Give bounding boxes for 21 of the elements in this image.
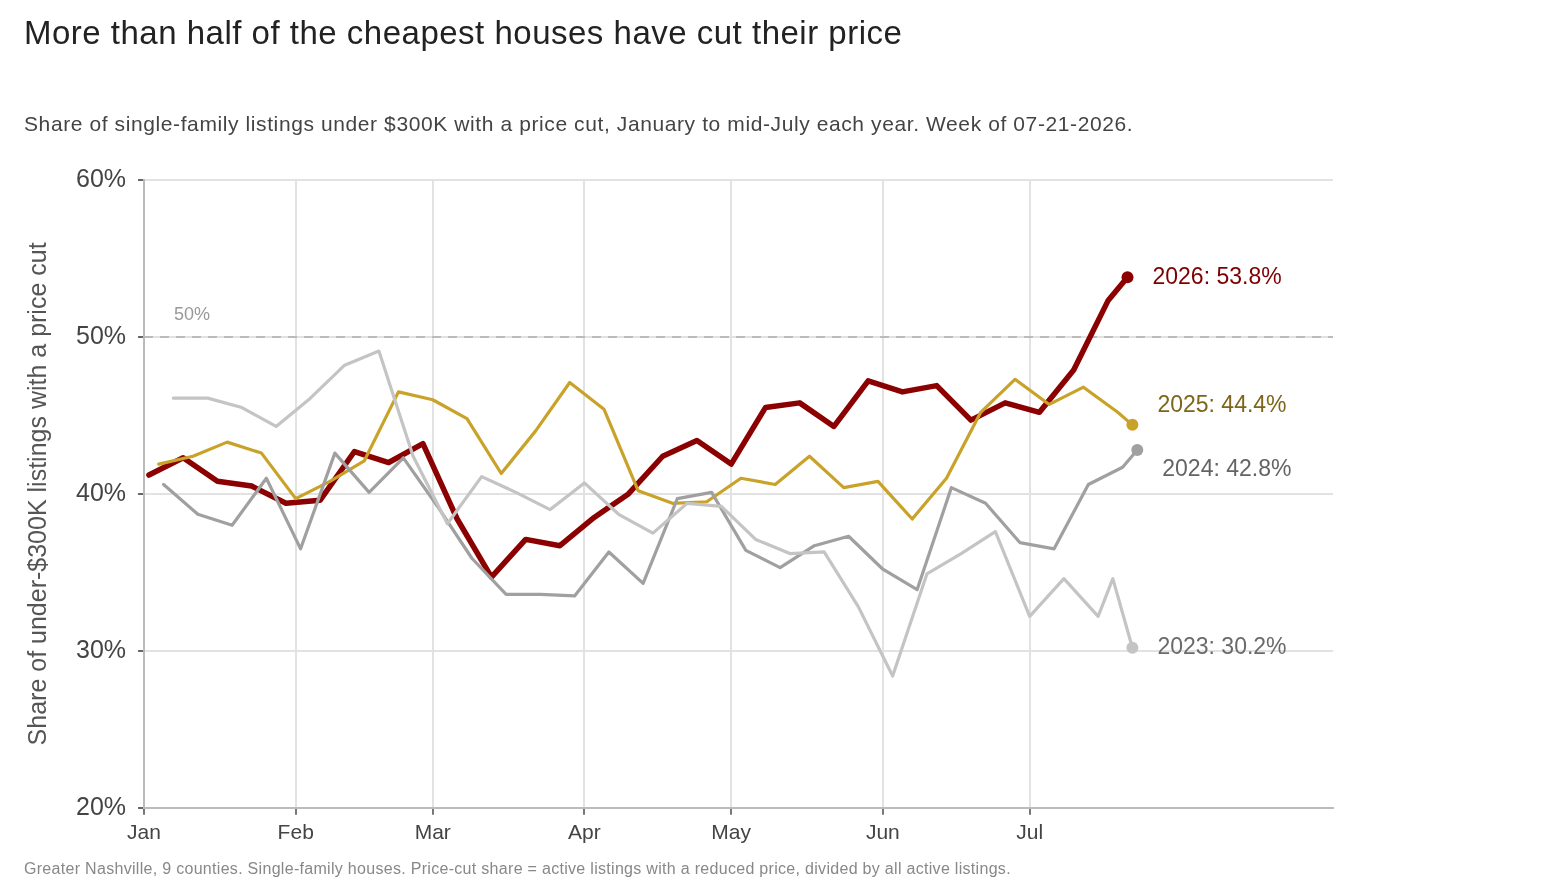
y-tick-label: 50% <box>75 320 127 349</box>
data-label: 2025: 44.4% <box>1157 390 1287 417</box>
data-label: 2024: 42.8% <box>1162 454 1292 481</box>
chart-title: More than half of the cheapest houses have cut their price <box>24 14 903 52</box>
y-tick-label: 30% <box>75 634 127 663</box>
x-tick-label: Apr <box>568 820 601 844</box>
x-tick-label: Feb <box>277 820 314 844</box>
data-label: 2023: 30.2% <box>1157 633 1287 660</box>
y-tick-label: 60% <box>75 163 127 192</box>
x-tick-label: Jan <box>127 820 161 844</box>
x-tick-label: Jul <box>1016 820 1044 844</box>
x-tick-label: Jun <box>865 820 900 844</box>
y-tick-label: 20% <box>75 791 127 820</box>
text: Greater Nashville, 9 counties. Single-family houses. Price-cut share = active listings with a reduced price, divided by all active listings. <box>24 860 1011 878</box>
x-tick-label: Mar <box>414 820 451 844</box>
y-tick-label: 40% <box>75 477 127 506</box>
chart-subtitle: Share of single-family listings under $300K with a price cut, January to mid-July each year. Week of 07-21-2026. <box>24 112 1134 136</box>
x-tick-label: May <box>711 820 752 844</box>
data-label: 2026: 53.8% <box>1152 262 1282 289</box>
ref-line-label: 50% <box>174 303 211 324</box>
y-axis-title: Share of under-$300K listings with a price cut <box>22 242 51 746</box>
